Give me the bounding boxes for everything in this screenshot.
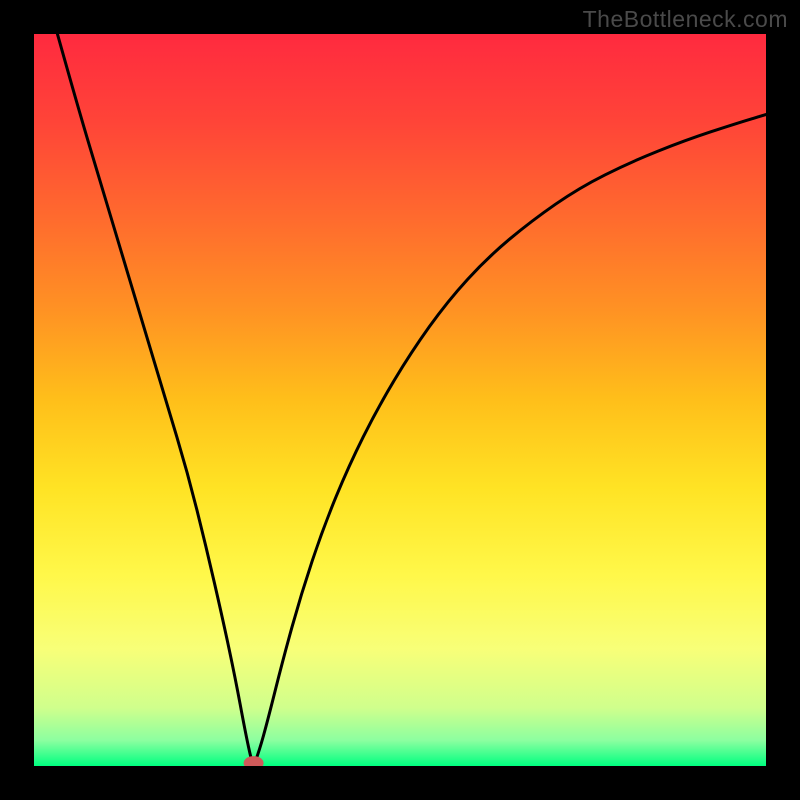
bottleneck-chart [0, 0, 800, 800]
plot-background [34, 34, 766, 766]
chart-frame: TheBottleneck.com [0, 0, 800, 800]
watermark-label: TheBottleneck.com [583, 6, 788, 33]
